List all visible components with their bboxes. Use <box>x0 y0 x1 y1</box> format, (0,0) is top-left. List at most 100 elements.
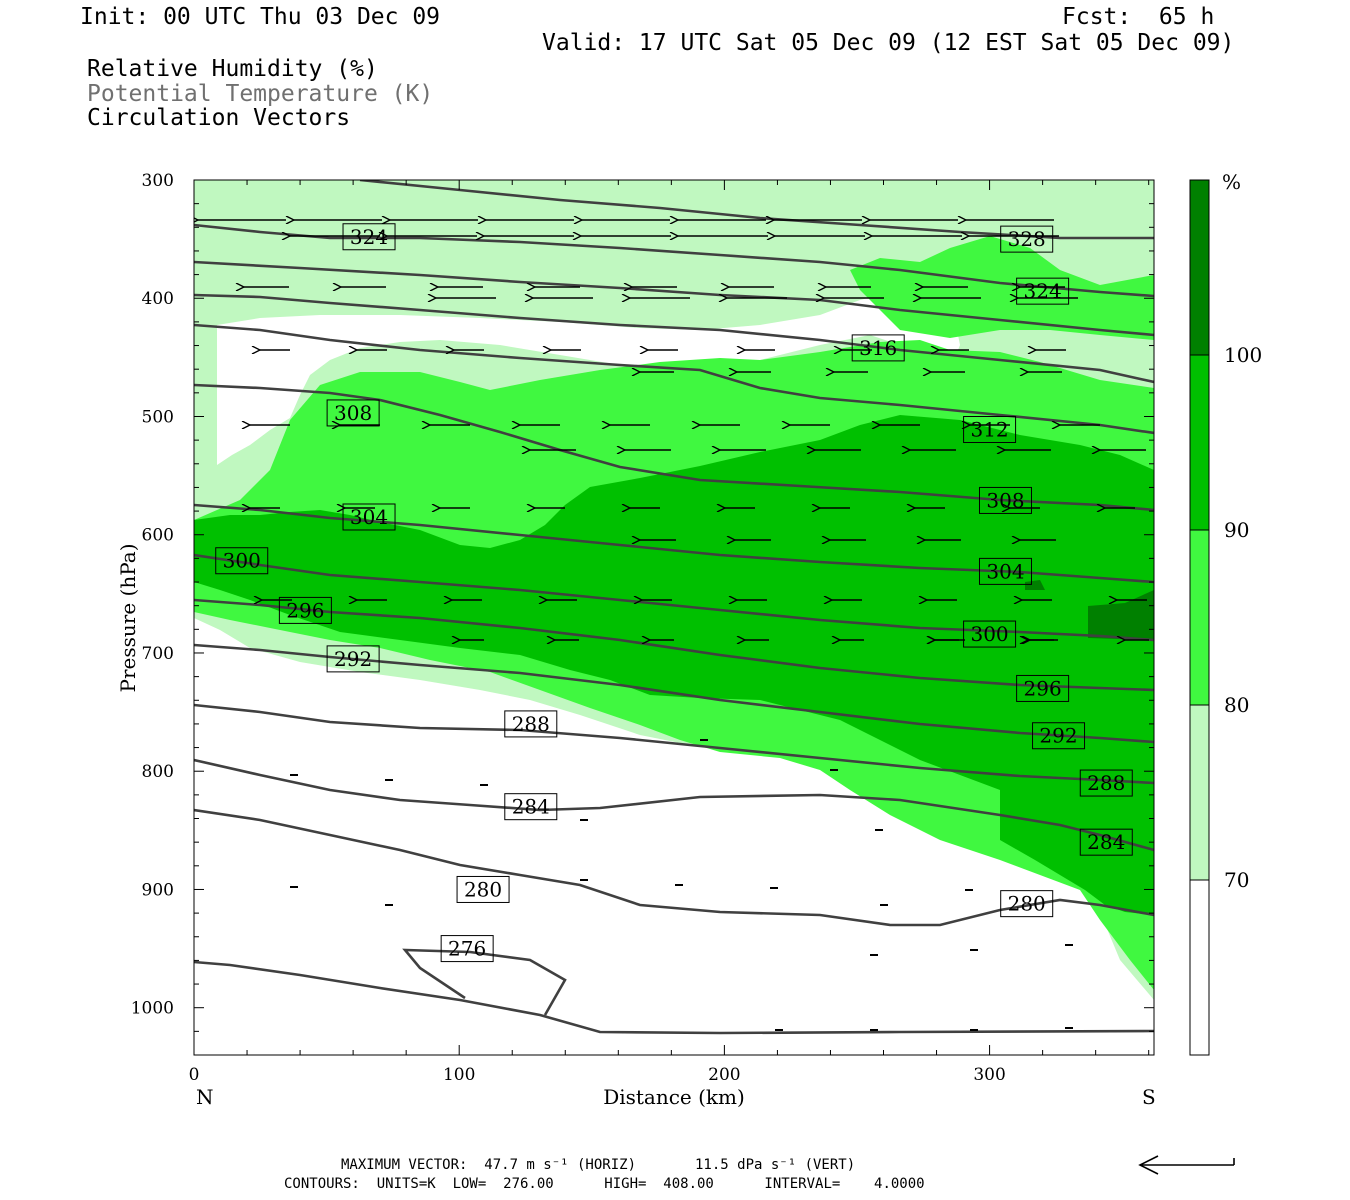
theta-label-328: 328 <box>1000 225 1054 253</box>
theta-label-296: 296 <box>278 596 332 624</box>
colorbar-swatch-70 <box>1190 705 1209 880</box>
axis-ticks <box>193 179 1154 1056</box>
colorbar-swatch-below <box>1190 880 1209 1055</box>
x-axis-title: Distance (km) <box>603 1085 745 1109</box>
max-vector-note: MAXIMUM VECTOR: 47.7 m s⁻¹ (HORIZ) 11.5 … <box>341 1157 856 1173</box>
theta-308-contour <box>194 383 1154 512</box>
rh-100-region <box>1088 590 1154 640</box>
svg-text:300: 300 <box>223 549 261 573</box>
colorbar-swatch-80 <box>1190 530 1209 705</box>
theta-label-324: 324 <box>342 223 396 251</box>
theta-292-contour <box>194 643 1154 744</box>
svg-text:312: 312 <box>970 417 1008 441</box>
forecast-hour: Fcst: 65 h <box>1062 4 1215 30</box>
reference-vector <box>1138 1155 1235 1175</box>
svg-text:304: 304 <box>350 505 388 529</box>
theta-280-contour <box>194 808 1154 927</box>
field-label-theta: Potential Temperature (K) <box>87 81 434 107</box>
theta-296-contour <box>194 598 1154 692</box>
theta-label-300: 300 <box>963 620 1017 648</box>
colorbar-label-70: 70 <box>1224 868 1249 892</box>
svg-text:308: 308 <box>334 401 372 425</box>
colorbar-swatch-100 <box>1190 180 1209 355</box>
y-axis-title: Pressure (hPa) <box>116 544 140 693</box>
valid-time: Valid: 17 UTC Sat 05 Dec 09 (12 EST Sat … <box>542 30 1235 56</box>
theta-label-280: 280 <box>456 875 510 903</box>
theta-276-contour <box>194 960 1154 1035</box>
svg-text:324: 324 <box>350 225 388 249</box>
svg-text:296: 296 <box>286 598 324 622</box>
theta-316-contour <box>194 293 1154 384</box>
rh-90-region <box>194 415 1154 915</box>
svg-text:308: 308 <box>986 488 1024 512</box>
theta-label-304: 304 <box>342 503 396 531</box>
y-tick-label: 700 <box>142 644 174 664</box>
svg-text:288: 288 <box>512 712 550 736</box>
theta-label-276: 276 <box>440 935 494 963</box>
init-time: Init: 00 UTC Thu 03 Dec 09 <box>80 4 441 30</box>
theta-304-contour <box>194 503 1154 584</box>
theta-label-308: 308 <box>978 486 1032 514</box>
theta-label-280: 280 <box>1000 890 1054 918</box>
y-tick-label: 400 <box>142 289 174 309</box>
svg-text:280: 280 <box>1008 892 1046 916</box>
y-tick-label: 800 <box>142 762 174 782</box>
x-tick-label: 100 <box>443 1065 475 1085</box>
theta-label-300: 300 <box>215 547 269 575</box>
colorbar-unit: % <box>1222 170 1241 194</box>
theta-284-contour <box>194 758 1154 852</box>
theta-contour-labels: 276 280 280 284 284 288 288 292 292 296 296 300 300 3… <box>215 223 1133 963</box>
theta-label-296: 296 <box>1016 674 1070 702</box>
svg-text:280: 280 <box>464 877 502 901</box>
svg-text:328: 328 <box>1008 227 1046 251</box>
field-label-vectors: Circulation Vectors <box>87 105 351 131</box>
theta-288-contour <box>194 703 1154 785</box>
circulation-vectors <box>198 220 1149 1031</box>
x-tick-label: 0 <box>189 1065 200 1085</box>
x-left-end-label: N <box>196 1085 214 1109</box>
x-tick-labels: 0 100 200 300 <box>189 1065 1006 1085</box>
y-tick-label: 900 <box>142 880 174 900</box>
contours-note: CONTOURS: UNITS=K LOW= 276.00 HIGH= 408.… <box>284 1176 925 1192</box>
colorbar-swatch-90 <box>1190 355 1209 530</box>
svg-text:288: 288 <box>1087 771 1125 795</box>
theta-300-contour <box>194 553 1154 642</box>
x-tick-label: 300 <box>973 1065 1005 1085</box>
theta-label-284: 284 <box>1079 828 1133 856</box>
y-tick-label: 500 <box>142 407 174 427</box>
colorbar-label-80: 80 <box>1224 693 1249 717</box>
theta-312-contour <box>194 323 1154 435</box>
theta-label-292: 292 <box>326 645 380 673</box>
theta-label-288: 288 <box>504 710 558 738</box>
theta-label-284: 284 <box>504 793 558 821</box>
theta-label-324: 324 <box>1016 277 1070 305</box>
colorbar-label-90: 90 <box>1224 518 1249 542</box>
theta-276-loop <box>402 948 567 1016</box>
colorbar-label-100: 100 <box>1224 343 1262 367</box>
theta-label-316: 316 <box>851 334 905 362</box>
svg-text:284: 284 <box>1087 830 1125 854</box>
colorbar: % 100 90 80 70 <box>1189 170 1262 1056</box>
theta-label-312: 312 <box>963 415 1017 443</box>
svg-text:324: 324 <box>1024 279 1062 303</box>
svg-text:276: 276 <box>448 937 486 961</box>
y-tick-label: 1000 <box>131 999 174 1019</box>
svg-text:292: 292 <box>1039 724 1077 748</box>
svg-text:304: 304 <box>986 559 1024 583</box>
svg-text:292: 292 <box>334 647 372 671</box>
x-tick-label: 200 <box>708 1065 740 1085</box>
theta-label-288: 288 <box>1079 769 1133 797</box>
plot-frame <box>193 179 1155 1056</box>
x-right-end-label: S <box>1142 1085 1156 1109</box>
rh-shading <box>194 180 1154 1055</box>
svg-text:300: 300 <box>970 622 1008 646</box>
y-tick-label: 600 <box>142 526 174 546</box>
theta-label-308: 308 <box>326 399 380 427</box>
y-tick-label: 300 <box>142 171 174 191</box>
field-label-rh: Relative Humidity (%) <box>87 56 378 82</box>
theta-label-304: 304 <box>978 557 1032 585</box>
svg-text:296: 296 <box>1024 676 1062 700</box>
y-tick-labels: 300 400 500 600 700 800 900 1000 <box>131 171 174 1019</box>
svg-text:284: 284 <box>512 795 550 819</box>
